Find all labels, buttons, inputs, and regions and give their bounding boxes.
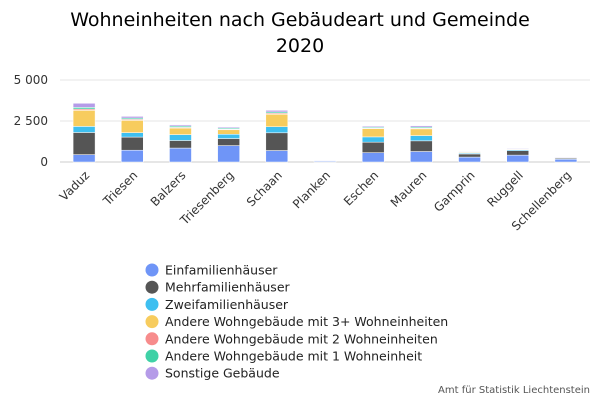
bar-segment: [169, 134, 192, 141]
bar-segment: [121, 149, 144, 163]
bar-segment: [458, 150, 481, 153]
bar-segment: [121, 136, 144, 151]
credit-text: Amt für Statistik Liechtenstein: [438, 385, 590, 396]
legend-marker: [145, 297, 159, 311]
bar-segment: [121, 120, 144, 133]
bar-segment: [72, 132, 96, 155]
legend-label: Sonstige Gebäude: [165, 366, 280, 381]
bar-segment: [410, 135, 433, 142]
legend-marker: [145, 366, 159, 380]
x-tick-label: Mauren: [388, 168, 430, 210]
bar-segment: [410, 125, 433, 128]
legend-label: Andere Wohngebäude mit 2 Wohneinheiten: [165, 331, 438, 346]
bar-segment: [410, 128, 433, 136]
bar-segment: [217, 134, 240, 139]
bar-segment: [361, 141, 385, 153]
bar-segment: [313, 159, 337, 162]
bar-segment: [506, 150, 529, 156]
bar-segment: [217, 129, 240, 135]
x-tick-label: Ruggell: [484, 168, 526, 210]
bar-segment: [217, 145, 240, 163]
bar-segment: [361, 152, 385, 163]
bar-segment: [169, 127, 192, 135]
x-tick-label: Triesen: [100, 168, 141, 209]
bar-segment: [72, 103, 96, 108]
bar-segment: [361, 128, 385, 138]
bar-segment: [121, 116, 144, 119]
y-tick-label: 5 000: [14, 73, 48, 87]
legend-marker: [145, 332, 159, 346]
bar-segment: [361, 136, 385, 143]
legend-label: Einfamilienhäuser: [165, 263, 278, 278]
bar-segment: [72, 126, 96, 133]
legend-label: Mehrfamilienhäuser: [165, 280, 291, 295]
bar-segment: [217, 126, 240, 129]
legend: Einfamilienhäuser Mehrfamilienhäuser Zweif…: [145, 263, 448, 381]
bar-segment: [458, 156, 481, 163]
y-tick-label: 0: [40, 155, 48, 169]
x-tick-label: Balzers: [148, 168, 189, 209]
chart-subtitle: 2020: [276, 35, 324, 57]
legend-label: Zweifamilienhäuser: [165, 297, 289, 312]
legend-marker: [145, 349, 159, 363]
bar-segment: [265, 126, 289, 134]
bar-segment: [458, 153, 481, 158]
bar-segment: [265, 150, 289, 163]
bar-segment: [265, 110, 289, 113]
bar-segment: [169, 147, 192, 163]
y-axis-ticks: 0 2 500 5 000: [14, 73, 48, 169]
bar-segment: [217, 138, 240, 146]
bars: [72, 103, 578, 163]
bar-segment: [265, 132, 289, 151]
bar-segment: [554, 158, 578, 163]
bar-segment: [554, 157, 578, 159]
bar-segment: [361, 125, 385, 128]
x-tick-label: Gamprin: [431, 168, 478, 215]
x-tick-label: Vaduz: [57, 168, 92, 203]
bar-segment: [72, 154, 96, 163]
bar-segment: [169, 124, 192, 127]
x-tick-label: Planken: [290, 168, 333, 211]
x-tick-label: Eschen: [341, 168, 381, 208]
y-tick-label: 2 500: [14, 114, 48, 128]
bar-segment: [506, 147, 529, 149]
legend-marker: [145, 315, 159, 329]
bar-segment: [265, 114, 289, 127]
bar-segment: [410, 140, 433, 152]
legend-marker: [145, 263, 159, 277]
bar-segment: [410, 151, 433, 163]
legend-label: Andere Wohngebäude mit 1 Wohneinheit: [165, 349, 422, 364]
legend-marker: [145, 280, 159, 294]
legend-label: Andere Wohngebäude mit 3+ Wohneinheiten: [165, 314, 448, 329]
x-tick-label: Schaan: [244, 168, 285, 209]
bar-segment: [121, 132, 144, 138]
chart-title: Wohneinheiten nach Gebäudeart und Gemein…: [70, 9, 530, 31]
bar-segment: [169, 140, 192, 149]
bar-segment: [72, 110, 96, 127]
bar-segment: [506, 154, 529, 163]
